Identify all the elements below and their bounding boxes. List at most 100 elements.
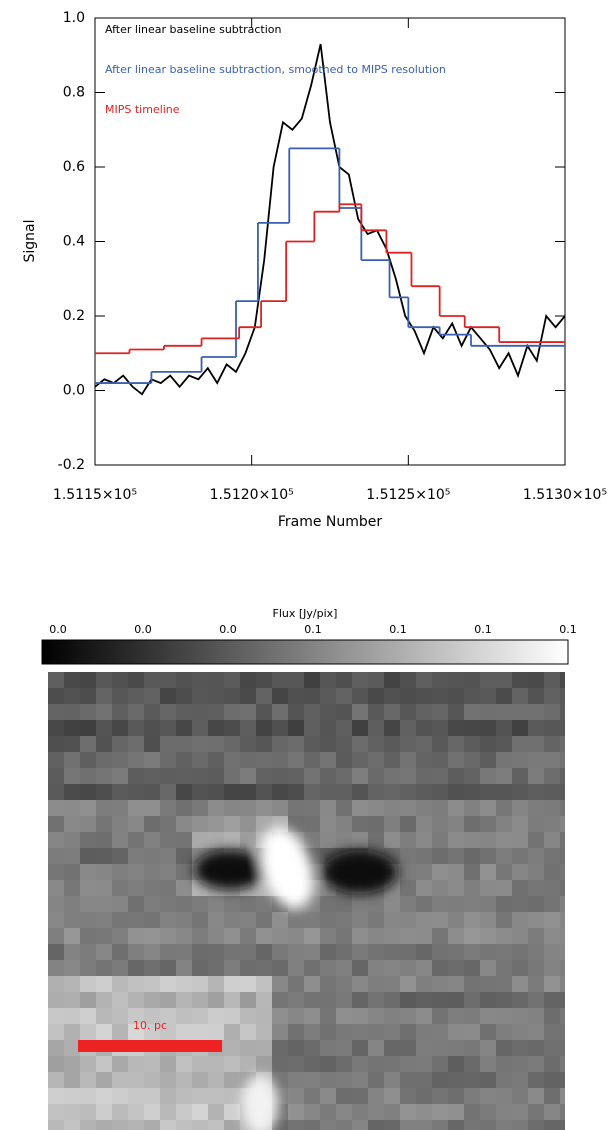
map-pixel xyxy=(160,816,177,833)
map-pixel xyxy=(400,1120,417,1130)
map-pixel xyxy=(336,896,353,913)
map-pixel xyxy=(240,832,257,849)
scale-bar-label: 10. pc xyxy=(133,1019,167,1032)
map-pixel xyxy=(224,1056,241,1073)
map-pixel xyxy=(432,928,449,945)
map-pixel xyxy=(448,1024,465,1041)
map-pixel xyxy=(432,672,449,689)
map-pixel xyxy=(448,912,465,929)
map-pixel xyxy=(192,880,209,897)
map-pixel xyxy=(384,1040,401,1057)
map-pixel xyxy=(464,832,481,849)
map-pixel xyxy=(272,1008,289,1025)
map-pixel xyxy=(544,1024,561,1041)
map-pixel xyxy=(192,736,209,753)
map-pixel xyxy=(496,784,513,801)
map-pixel xyxy=(448,880,465,897)
map-pixel xyxy=(336,672,353,689)
map-pixel xyxy=(256,960,273,977)
map-pixel xyxy=(208,1104,225,1121)
map-pixel xyxy=(400,928,417,945)
map-pixel xyxy=(352,1008,369,1025)
map-pixel xyxy=(528,736,545,753)
map-pixel xyxy=(400,1008,417,1025)
map-pixel xyxy=(544,768,561,785)
map-pixel xyxy=(336,704,353,721)
map-pixel xyxy=(336,960,353,977)
map-pixel xyxy=(384,976,401,993)
map-pixel xyxy=(128,1104,145,1121)
colorbar-tick-label: 0.0 xyxy=(49,623,67,636)
map-pixel xyxy=(224,784,241,801)
map-pixel xyxy=(352,688,369,705)
map-pixel xyxy=(464,736,481,753)
map-pixel xyxy=(144,816,161,833)
map-pixel xyxy=(224,832,241,849)
map-pixel xyxy=(448,768,465,785)
map-pixel xyxy=(464,976,481,993)
map-pixel xyxy=(288,960,305,977)
map-pixel xyxy=(304,1120,321,1130)
map-pixel xyxy=(480,672,497,689)
map-pixel xyxy=(256,704,273,721)
map-pixel xyxy=(320,752,337,769)
map-pixel xyxy=(288,720,305,737)
map-pixel xyxy=(288,736,305,753)
map-pixel xyxy=(448,976,465,993)
map-pixel xyxy=(224,1008,241,1025)
map-pixel xyxy=(208,1056,225,1073)
map-pixel xyxy=(384,800,401,817)
map-pixel xyxy=(128,752,145,769)
map-pixel xyxy=(416,848,433,865)
map-pixel xyxy=(224,1072,241,1089)
map-pixel xyxy=(96,816,113,833)
map-pixel xyxy=(544,816,561,833)
map-pixel xyxy=(352,1120,369,1130)
map-pixel xyxy=(432,1056,449,1073)
map-pixel xyxy=(544,800,561,817)
map-pixel xyxy=(192,784,209,801)
map-pixel xyxy=(432,1040,449,1057)
map-pixel xyxy=(96,928,113,945)
map-pixel xyxy=(400,1088,417,1105)
map-pixel xyxy=(256,720,273,737)
map-pixel xyxy=(400,800,417,817)
map-pixel xyxy=(480,736,497,753)
map-pixel xyxy=(128,848,145,865)
map-pixel xyxy=(368,976,385,993)
map-pixel xyxy=(544,832,561,849)
map-pixel xyxy=(544,848,561,865)
map-pixel xyxy=(128,1056,145,1073)
map-pixel xyxy=(128,1088,145,1105)
map-pixel xyxy=(320,992,337,1009)
map-pixel xyxy=(432,832,449,849)
map-pixel xyxy=(352,1056,369,1073)
map-pixel xyxy=(496,816,513,833)
map-pixel xyxy=(64,736,81,753)
map-pixel xyxy=(480,880,497,897)
map-pixel xyxy=(144,736,161,753)
map-pixel xyxy=(512,816,529,833)
map-pixel xyxy=(512,800,529,817)
map-pixel xyxy=(304,688,321,705)
map-pixel xyxy=(272,1040,289,1057)
map-pixel xyxy=(432,1104,449,1121)
map-pixel xyxy=(80,816,97,833)
map-pixel xyxy=(352,896,369,913)
map-pixel xyxy=(384,896,401,913)
map-pixel xyxy=(416,720,433,737)
map-pixel xyxy=(48,1104,65,1121)
map-pixel xyxy=(384,768,401,785)
map-pixel xyxy=(368,1008,385,1025)
map-pixel xyxy=(64,928,81,945)
map-pixel xyxy=(368,1072,385,1089)
map-pixel xyxy=(512,928,529,945)
map-pixel xyxy=(464,848,481,865)
map-pixel xyxy=(304,1008,321,1025)
map-pixel xyxy=(544,960,561,977)
map-pixel xyxy=(240,768,257,785)
map-pixel xyxy=(512,720,529,737)
map-pixel xyxy=(496,672,513,689)
map-pixel xyxy=(496,1024,513,1041)
map-pixel xyxy=(112,720,129,737)
